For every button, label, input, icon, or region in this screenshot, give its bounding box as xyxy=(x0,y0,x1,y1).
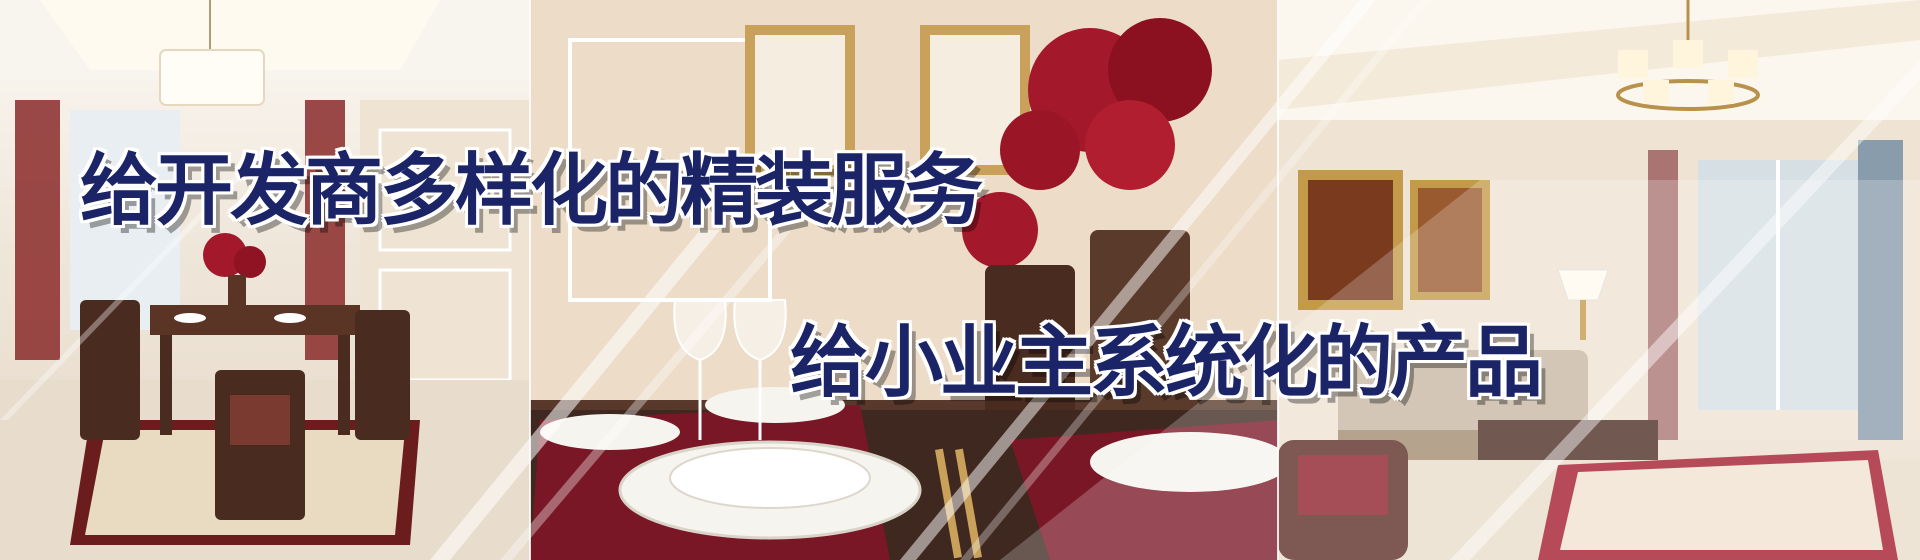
dining-room-illustration xyxy=(0,0,530,560)
table-setting-photo xyxy=(530,0,1278,560)
table-setting-illustration xyxy=(530,0,1278,560)
dining-room-photo xyxy=(0,0,530,560)
headline-primary: 给开发商多样化的精装服务 xyxy=(80,146,983,236)
panel-divider xyxy=(529,0,531,560)
living-room-photo xyxy=(1278,0,1920,560)
living-room-illustration xyxy=(1278,0,1920,560)
headline-secondary: 给小业主系统化的产品 xyxy=(790,318,1543,408)
panel-divider xyxy=(1277,0,1279,560)
